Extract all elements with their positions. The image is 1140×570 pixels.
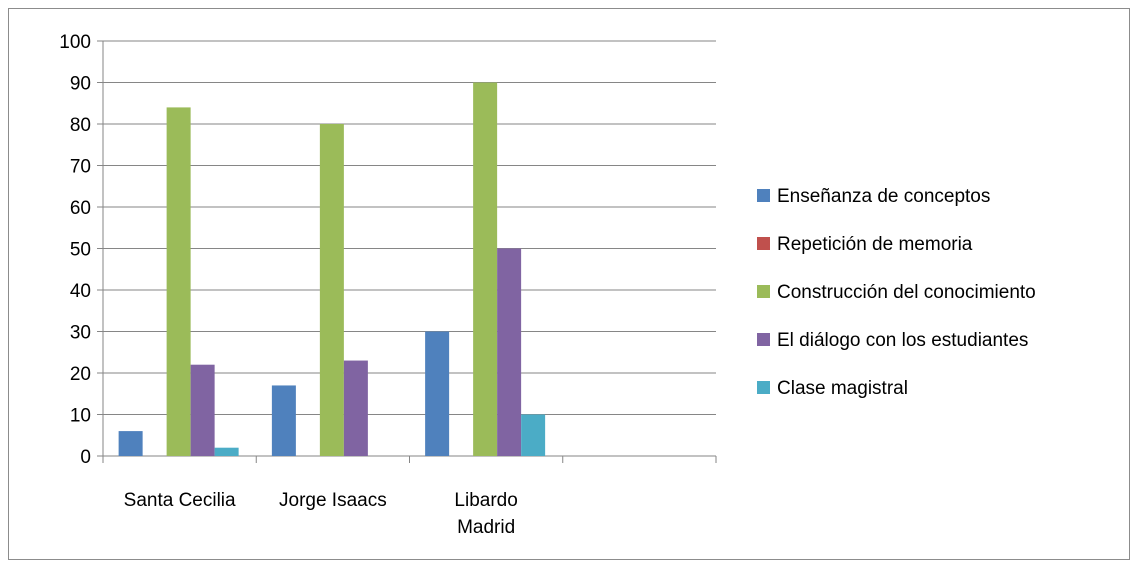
bar xyxy=(190,364,215,456)
bar xyxy=(521,414,546,456)
legend-label: Construcción del conocimiento xyxy=(777,282,1036,303)
bar xyxy=(473,82,498,456)
y-tick-label: 50 xyxy=(70,240,91,261)
legend-swatch xyxy=(757,237,770,250)
legend-swatch xyxy=(757,381,770,394)
y-tick-label: 0 xyxy=(80,447,91,468)
x-tick-label: Santa Cecilia xyxy=(124,490,236,511)
legend-label: Enseñanza de conceptos xyxy=(777,186,990,207)
bar xyxy=(319,124,344,456)
bar xyxy=(425,331,450,456)
bar xyxy=(118,431,143,456)
legend-swatch xyxy=(757,189,770,202)
bar xyxy=(271,385,296,456)
y-tick-label: 80 xyxy=(70,115,91,136)
bar xyxy=(497,248,522,456)
y-tick-label: 30 xyxy=(70,323,91,344)
y-tick-label: 70 xyxy=(70,157,91,178)
x-tick-label: Madrid xyxy=(457,517,515,538)
legend-swatch xyxy=(757,285,770,298)
bar xyxy=(214,447,239,456)
y-tick-label: 20 xyxy=(70,364,91,385)
y-tick-label: 10 xyxy=(70,406,91,427)
legend-swatch xyxy=(757,333,770,346)
bar xyxy=(343,360,368,456)
chart-frame: 0 10 20 30 40 50 60 70 80 90 100 Santa Cecilia Jorge… xyxy=(8,8,1130,560)
y-tick-label: 60 xyxy=(70,198,91,219)
bar-chart: 0 10 20 30 40 50 60 70 80 90 100 Santa Cecilia Jorge… xyxy=(59,32,1036,538)
legend-label: Clase magistral xyxy=(777,378,908,399)
bar xyxy=(166,107,191,457)
x-tick-label: Libardo xyxy=(454,490,517,511)
legend-label: El diálogo con los estudiantes xyxy=(777,330,1028,351)
y-tick-label: 90 xyxy=(70,74,91,95)
x-tick-label: Jorge Isaacs xyxy=(279,490,387,511)
y-tick-label: 40 xyxy=(70,281,91,302)
legend-label: Repetición de memoria xyxy=(777,234,973,255)
y-tick-label: 100 xyxy=(59,32,91,53)
